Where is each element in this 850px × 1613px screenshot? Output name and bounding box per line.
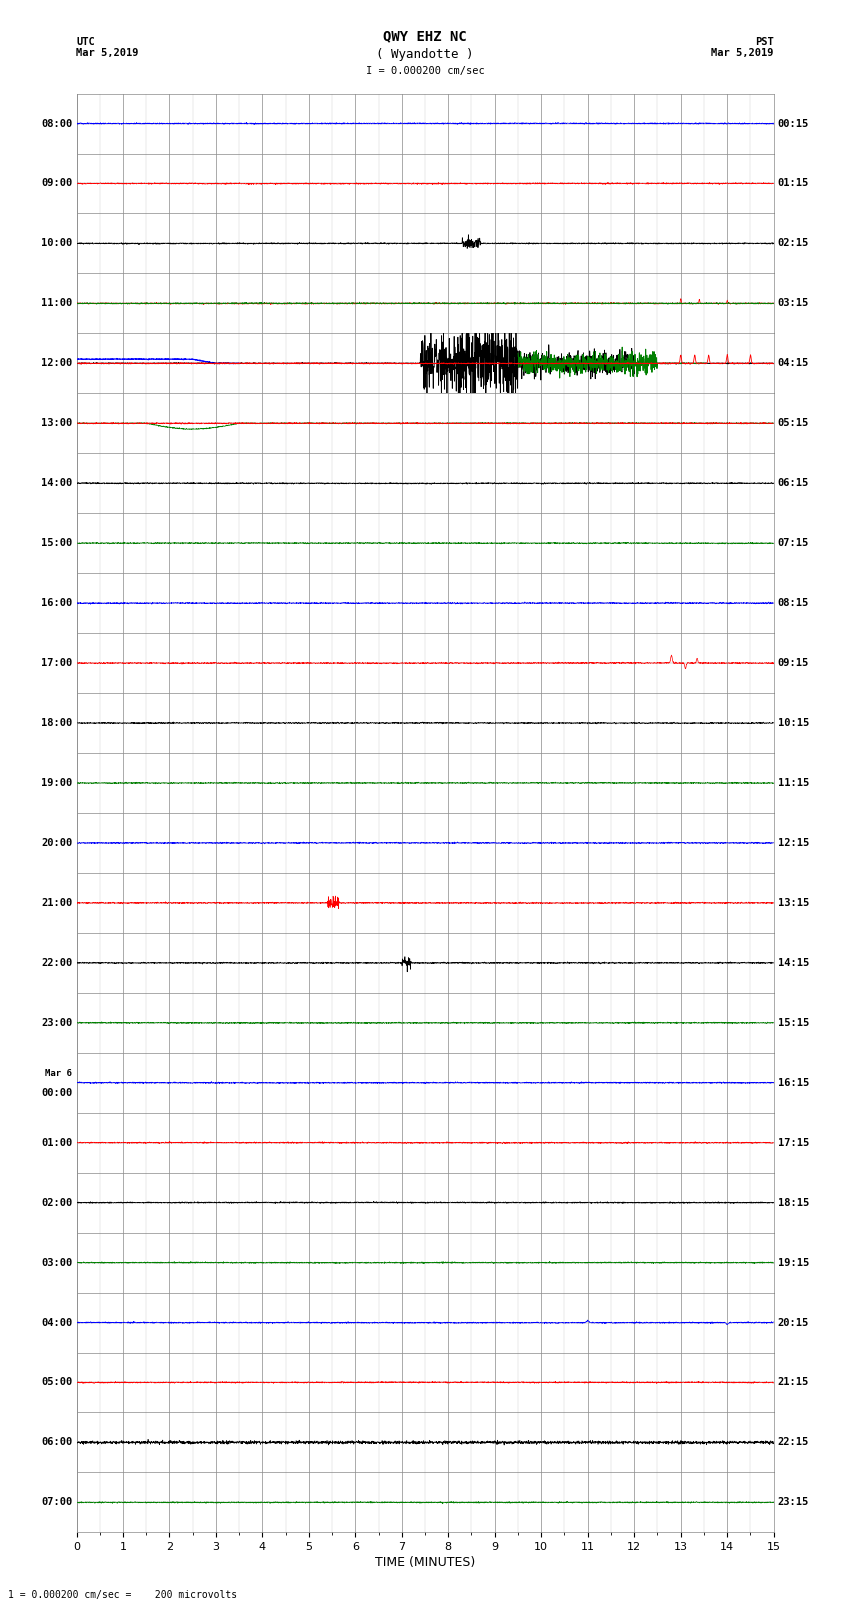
Text: QWY EHZ NC: QWY EHZ NC: [383, 29, 467, 44]
Text: Mar 5,2019: Mar 5,2019: [76, 48, 139, 58]
Text: 07:00: 07:00: [41, 1497, 72, 1508]
Text: 17:15: 17:15: [778, 1137, 809, 1148]
Text: 16:00: 16:00: [41, 598, 72, 608]
Text: 08:00: 08:00: [41, 118, 72, 129]
Text: 14:15: 14:15: [778, 958, 809, 968]
Text: 1 = 0.000200 cm/sec =    200 microvolts: 1 = 0.000200 cm/sec = 200 microvolts: [8, 1590, 238, 1600]
Text: 05:00: 05:00: [41, 1378, 72, 1387]
Text: 10:00: 10:00: [41, 239, 72, 248]
Text: 18:00: 18:00: [41, 718, 72, 727]
Text: 21:00: 21:00: [41, 898, 72, 908]
Text: 13:15: 13:15: [778, 898, 809, 908]
Text: Mar 5,2019: Mar 5,2019: [711, 48, 774, 58]
Text: 20:15: 20:15: [778, 1318, 809, 1327]
Text: 11:15: 11:15: [778, 777, 809, 789]
Text: 22:15: 22:15: [778, 1437, 809, 1447]
Text: ( Wyandotte ): ( Wyandotte ): [377, 48, 473, 61]
Text: I = 0.000200 cm/sec: I = 0.000200 cm/sec: [366, 66, 484, 76]
Text: 21:15: 21:15: [778, 1378, 809, 1387]
Text: 14:00: 14:00: [41, 477, 72, 489]
Text: 10:15: 10:15: [778, 718, 809, 727]
Text: 07:15: 07:15: [778, 539, 809, 548]
Text: 23:15: 23:15: [778, 1497, 809, 1508]
Text: 00:15: 00:15: [778, 118, 809, 129]
Text: 22:00: 22:00: [41, 958, 72, 968]
Text: 12:15: 12:15: [778, 837, 809, 848]
Text: 03:15: 03:15: [778, 298, 809, 308]
Text: UTC: UTC: [76, 37, 95, 47]
Text: 23:00: 23:00: [41, 1018, 72, 1027]
Text: 13:00: 13:00: [41, 418, 72, 429]
Text: 11:00: 11:00: [41, 298, 72, 308]
Text: 19:15: 19:15: [778, 1258, 809, 1268]
Text: 19:00: 19:00: [41, 777, 72, 789]
Text: 01:15: 01:15: [778, 179, 809, 189]
Text: 04:00: 04:00: [41, 1318, 72, 1327]
Text: 02:00: 02:00: [41, 1197, 72, 1208]
Text: 16:15: 16:15: [778, 1077, 809, 1087]
Text: Mar 6: Mar 6: [45, 1069, 72, 1077]
Text: 04:15: 04:15: [778, 358, 809, 368]
X-axis label: TIME (MINUTES): TIME (MINUTES): [375, 1557, 475, 1569]
Text: 03:00: 03:00: [41, 1258, 72, 1268]
Text: 17:00: 17:00: [41, 658, 72, 668]
Text: 09:15: 09:15: [778, 658, 809, 668]
Text: 08:15: 08:15: [778, 598, 809, 608]
Text: 15:00: 15:00: [41, 539, 72, 548]
Text: 20:00: 20:00: [41, 837, 72, 848]
Text: 15:15: 15:15: [778, 1018, 809, 1027]
Text: 00:00: 00:00: [41, 1087, 72, 1097]
Text: 01:00: 01:00: [41, 1137, 72, 1148]
Text: 05:15: 05:15: [778, 418, 809, 429]
Text: PST: PST: [755, 37, 774, 47]
Text: 12:00: 12:00: [41, 358, 72, 368]
Text: 06:15: 06:15: [778, 477, 809, 489]
Text: 18:15: 18:15: [778, 1197, 809, 1208]
Text: 02:15: 02:15: [778, 239, 809, 248]
Text: 09:00: 09:00: [41, 179, 72, 189]
Text: 06:00: 06:00: [41, 1437, 72, 1447]
